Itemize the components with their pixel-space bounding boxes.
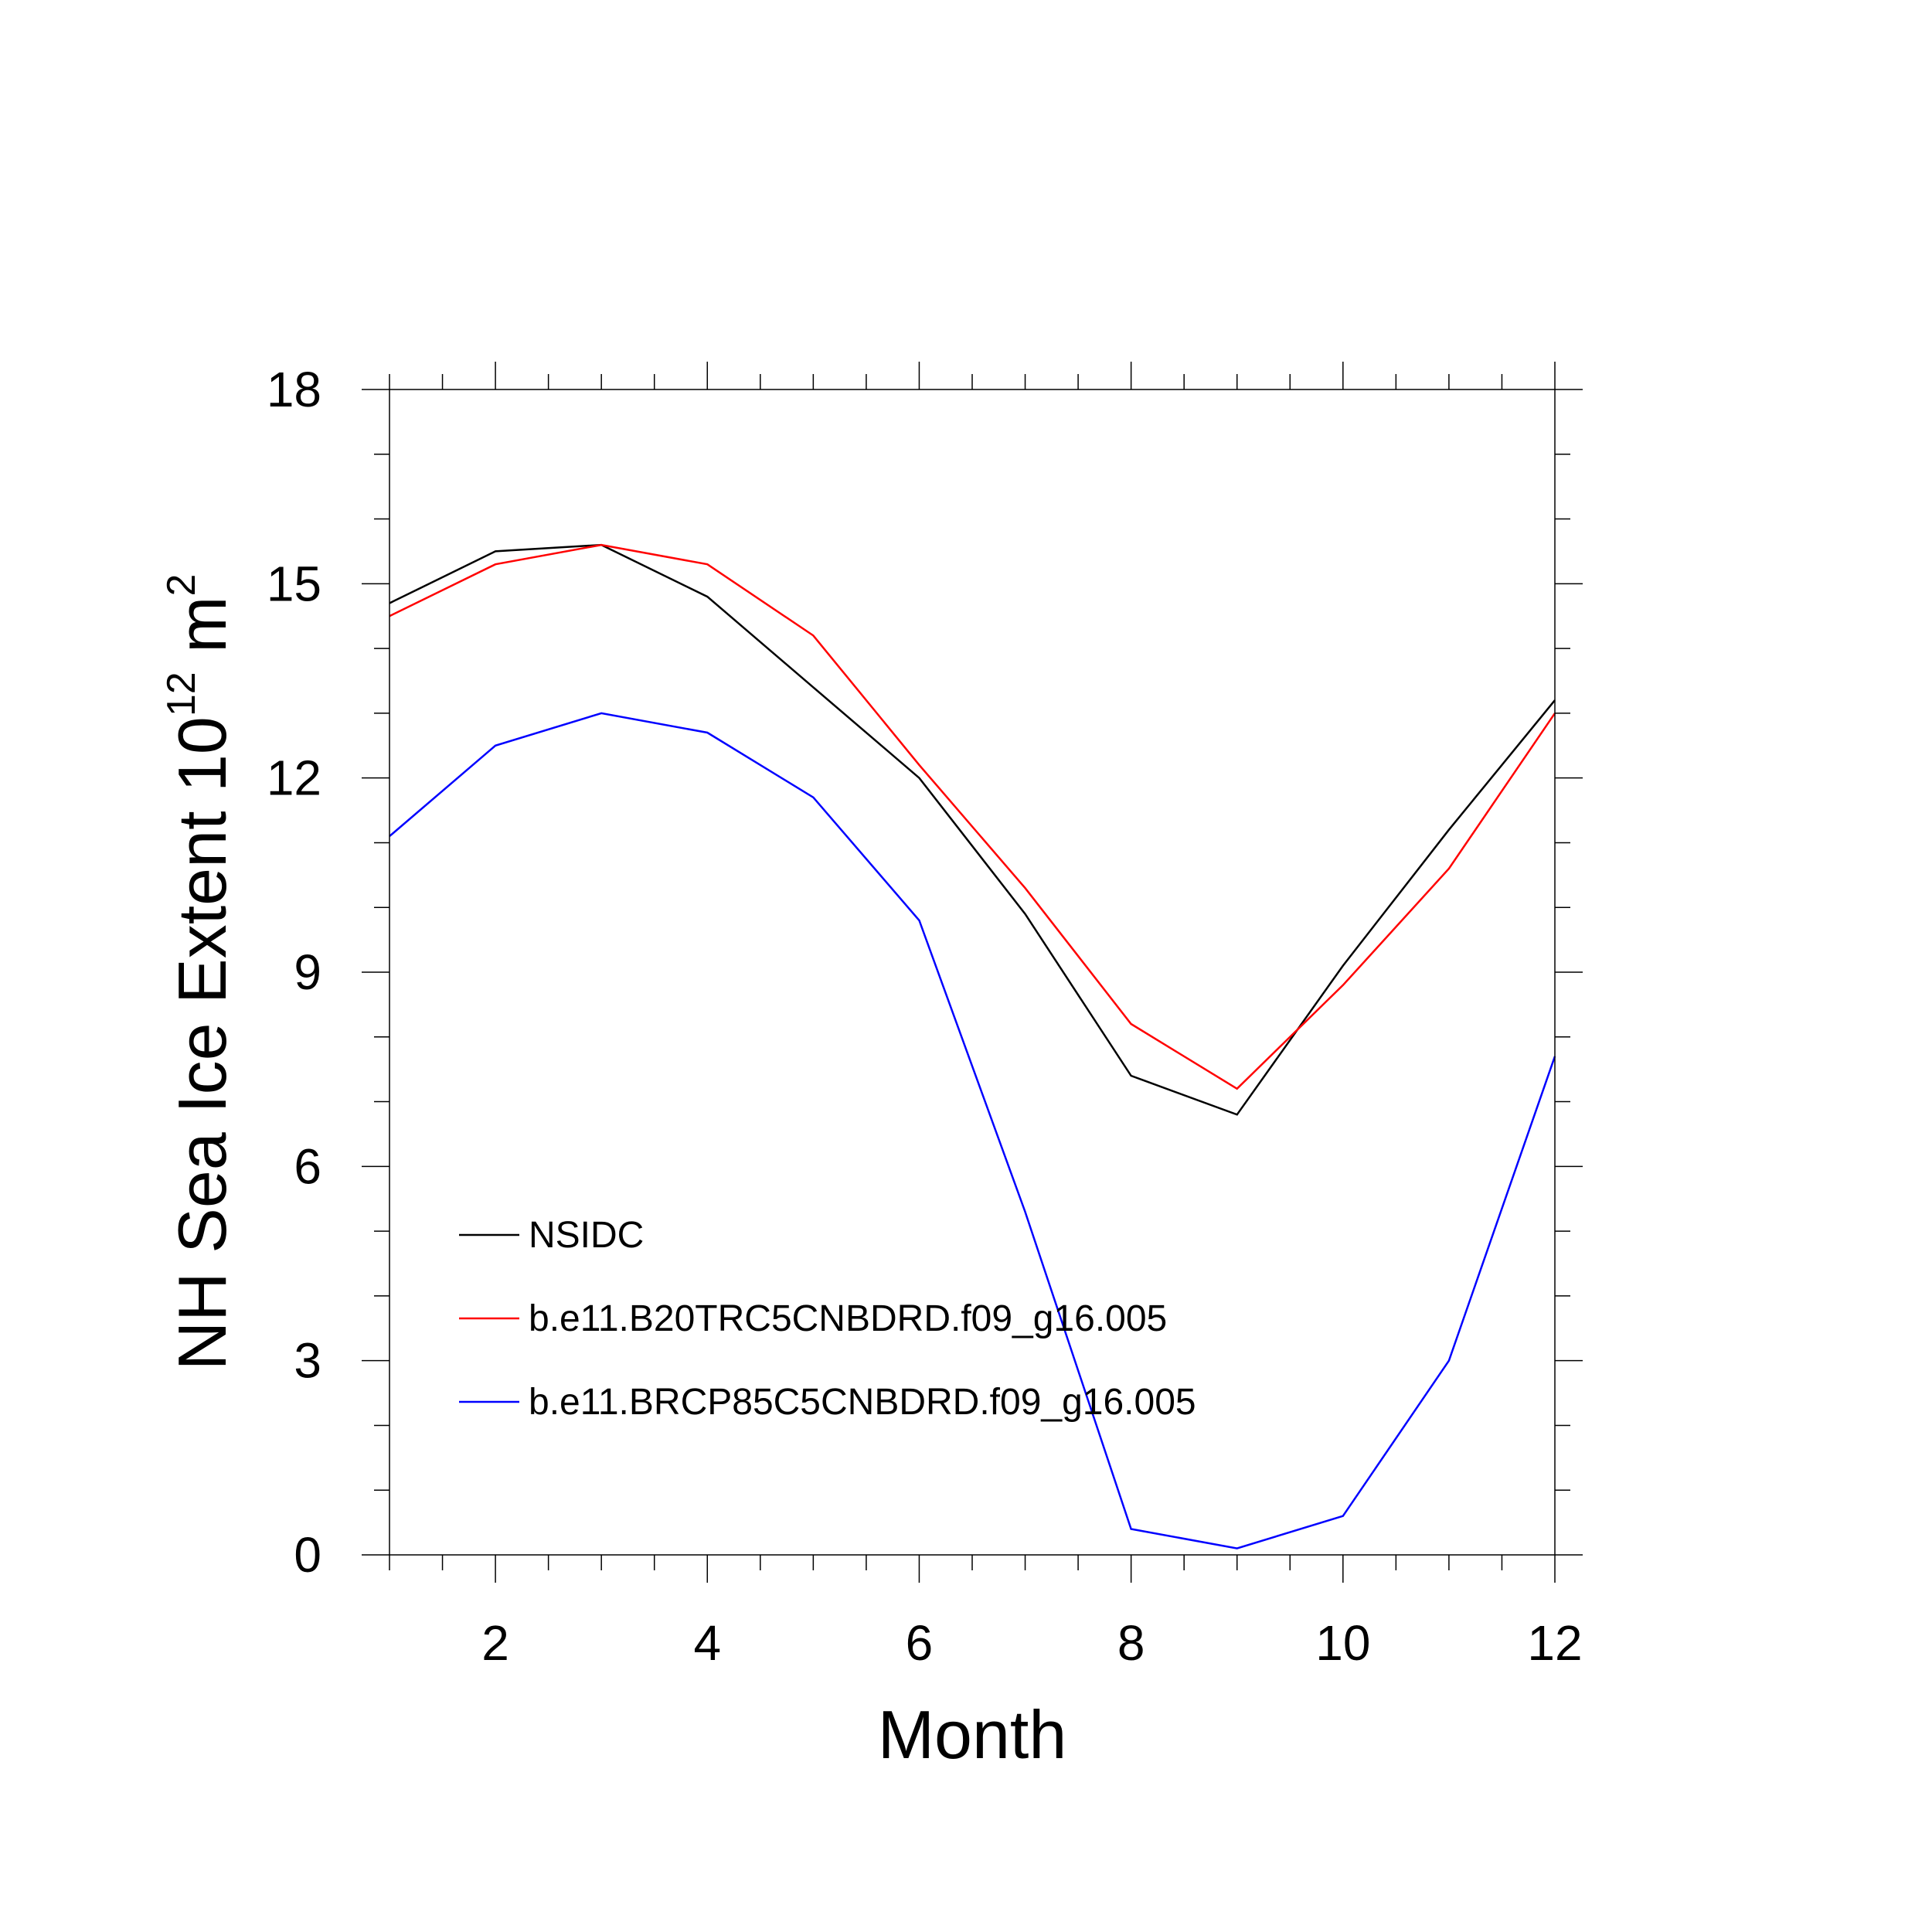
series-lines — [389, 543, 1556, 1549]
x-tick-label: 6 — [906, 1615, 934, 1671]
y-tick-label: 9 — [294, 944, 321, 1000]
legend-label: NSIDC — [529, 1215, 644, 1256]
y-axis-title-exponent: 12 — [159, 672, 204, 716]
y-tick-label: 0 — [294, 1527, 321, 1583]
x-tick-label: 4 — [693, 1615, 721, 1671]
y-axis-title-base: NH Sea Ice Extent 10 — [164, 716, 240, 1370]
x-tick-labels: 2 4 6 8 10 12 — [481, 1615, 1582, 1671]
x-tick-label: 12 — [1527, 1615, 1582, 1671]
legend-label: b.e11.BRCP85C5CNBDRD.f09_g16.005 — [529, 1382, 1196, 1423]
y-tick-label: 18 — [267, 362, 321, 417]
y-axis-title-unit-exponent: 2 — [159, 574, 204, 597]
y-tick-label: 15 — [267, 556, 321, 611]
legend-label: b.e11.B20TRC5CNBDRD.f09_g16.005 — [529, 1298, 1167, 1339]
series-line-3 — [389, 712, 1556, 1549]
x-tick-label: 8 — [1117, 1615, 1145, 1671]
plot-frame — [389, 389, 1556, 1556]
tick-marks — [362, 362, 1583, 1583]
series-line-2 — [389, 543, 1556, 1090]
legend: NSIDC b.e11.B20TRC5CNBDRD.f09_g16.005 b.e1… — [459, 1215, 1196, 1423]
x-axis-title: Month — [878, 1696, 1067, 1773]
y-tick-label: 6 — [294, 1138, 321, 1194]
y-axis-title-unit: m — [164, 597, 240, 672]
y-tick-label: 12 — [267, 750, 321, 806]
x-tick-label: 2 — [481, 1615, 509, 1671]
series-line-1 — [389, 543, 1556, 1116]
y-axis-title: NH Sea Ice Extent 1012 m2 — [159, 574, 240, 1371]
y-tick-label: 3 — [294, 1333, 321, 1389]
y-tick-labels: 0 3 6 9 12 15 18 — [267, 362, 321, 1583]
x-tick-label: 10 — [1315, 1615, 1370, 1671]
